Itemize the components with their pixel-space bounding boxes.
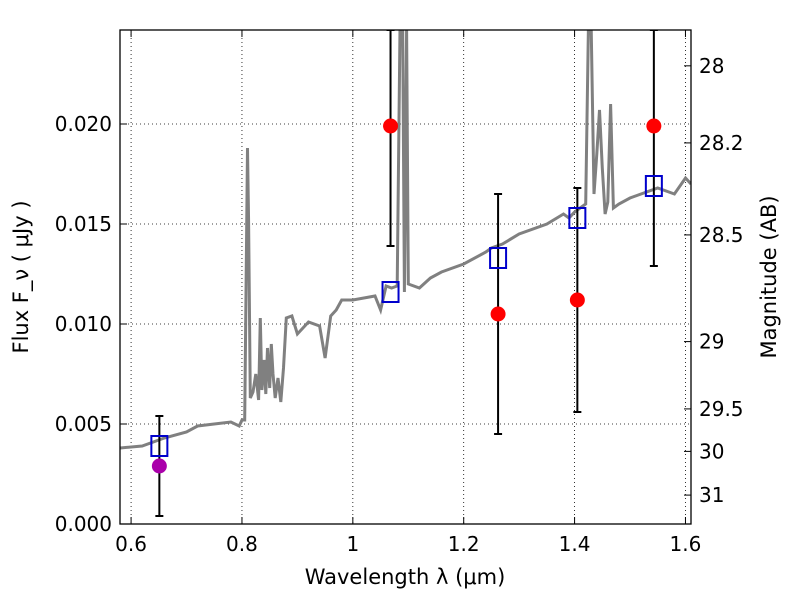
y-tick-label: 0.005	[55, 412, 112, 436]
y-axis-ticks: 0.000 0.005 0.010 0.015 0.020	[55, 112, 127, 536]
model-photometry-boxes	[150, 175, 663, 457]
observed-points	[151, 118, 662, 474]
magnitude-tick-label: 29.5	[699, 397, 744, 421]
observed-point	[569, 292, 585, 308]
model-spectrum-line	[120, 30, 691, 450]
model-photometry-box	[644, 175, 663, 197]
x-tick-label: 0.6	[115, 532, 147, 556]
x-tick-label: 1.4	[559, 532, 591, 556]
magnitude-tick-label: 28.2	[699, 131, 744, 155]
plot-frame	[119, 29, 692, 525]
x-tick-label: 1	[346, 532, 359, 556]
magnitude-tick-label: 28	[699, 54, 724, 78]
y-axis-label: Flux F_ν ( μJy )	[9, 200, 34, 353]
y-tick-label: 0.015	[55, 212, 112, 236]
model-photometry-box	[568, 207, 587, 229]
model-photometry-box	[150, 435, 169, 457]
magnitude-axis-ticks: 28 28.2 28.5 29 29.5 30 31	[684, 54, 744, 507]
model-photometry-box	[489, 247, 508, 269]
observed-point	[383, 118, 399, 134]
plot-area	[120, 30, 691, 517]
observed-point	[646, 118, 662, 134]
x-axis-label: Wavelength λ (μm)	[305, 565, 506, 589]
observed-point	[151, 458, 167, 474]
y-tick-label: 0.010	[55, 312, 112, 336]
magnitude-tick-label: 29	[699, 330, 724, 354]
x-tick-label: 0.8	[226, 532, 258, 556]
observed-point	[490, 306, 506, 322]
x-tick-label: 1.6	[670, 532, 702, 556]
y-tick-label: 0.020	[55, 112, 112, 136]
magnitude-tick-label: 31	[699, 483, 724, 507]
x-tick-label: 1.2	[448, 532, 480, 556]
y-tick-label: 0.000	[55, 512, 112, 536]
magnitude-tick-label: 28.5	[699, 223, 744, 247]
x-axis-ticks: 0.6 0.8 1 1.2 1.4 1.6	[115, 30, 701, 556]
magnitude-axis-label: Magnitude (AB)	[757, 195, 781, 358]
magnitude-tick-label: 30	[699, 439, 724, 463]
model-photometry-box	[381, 281, 400, 303]
